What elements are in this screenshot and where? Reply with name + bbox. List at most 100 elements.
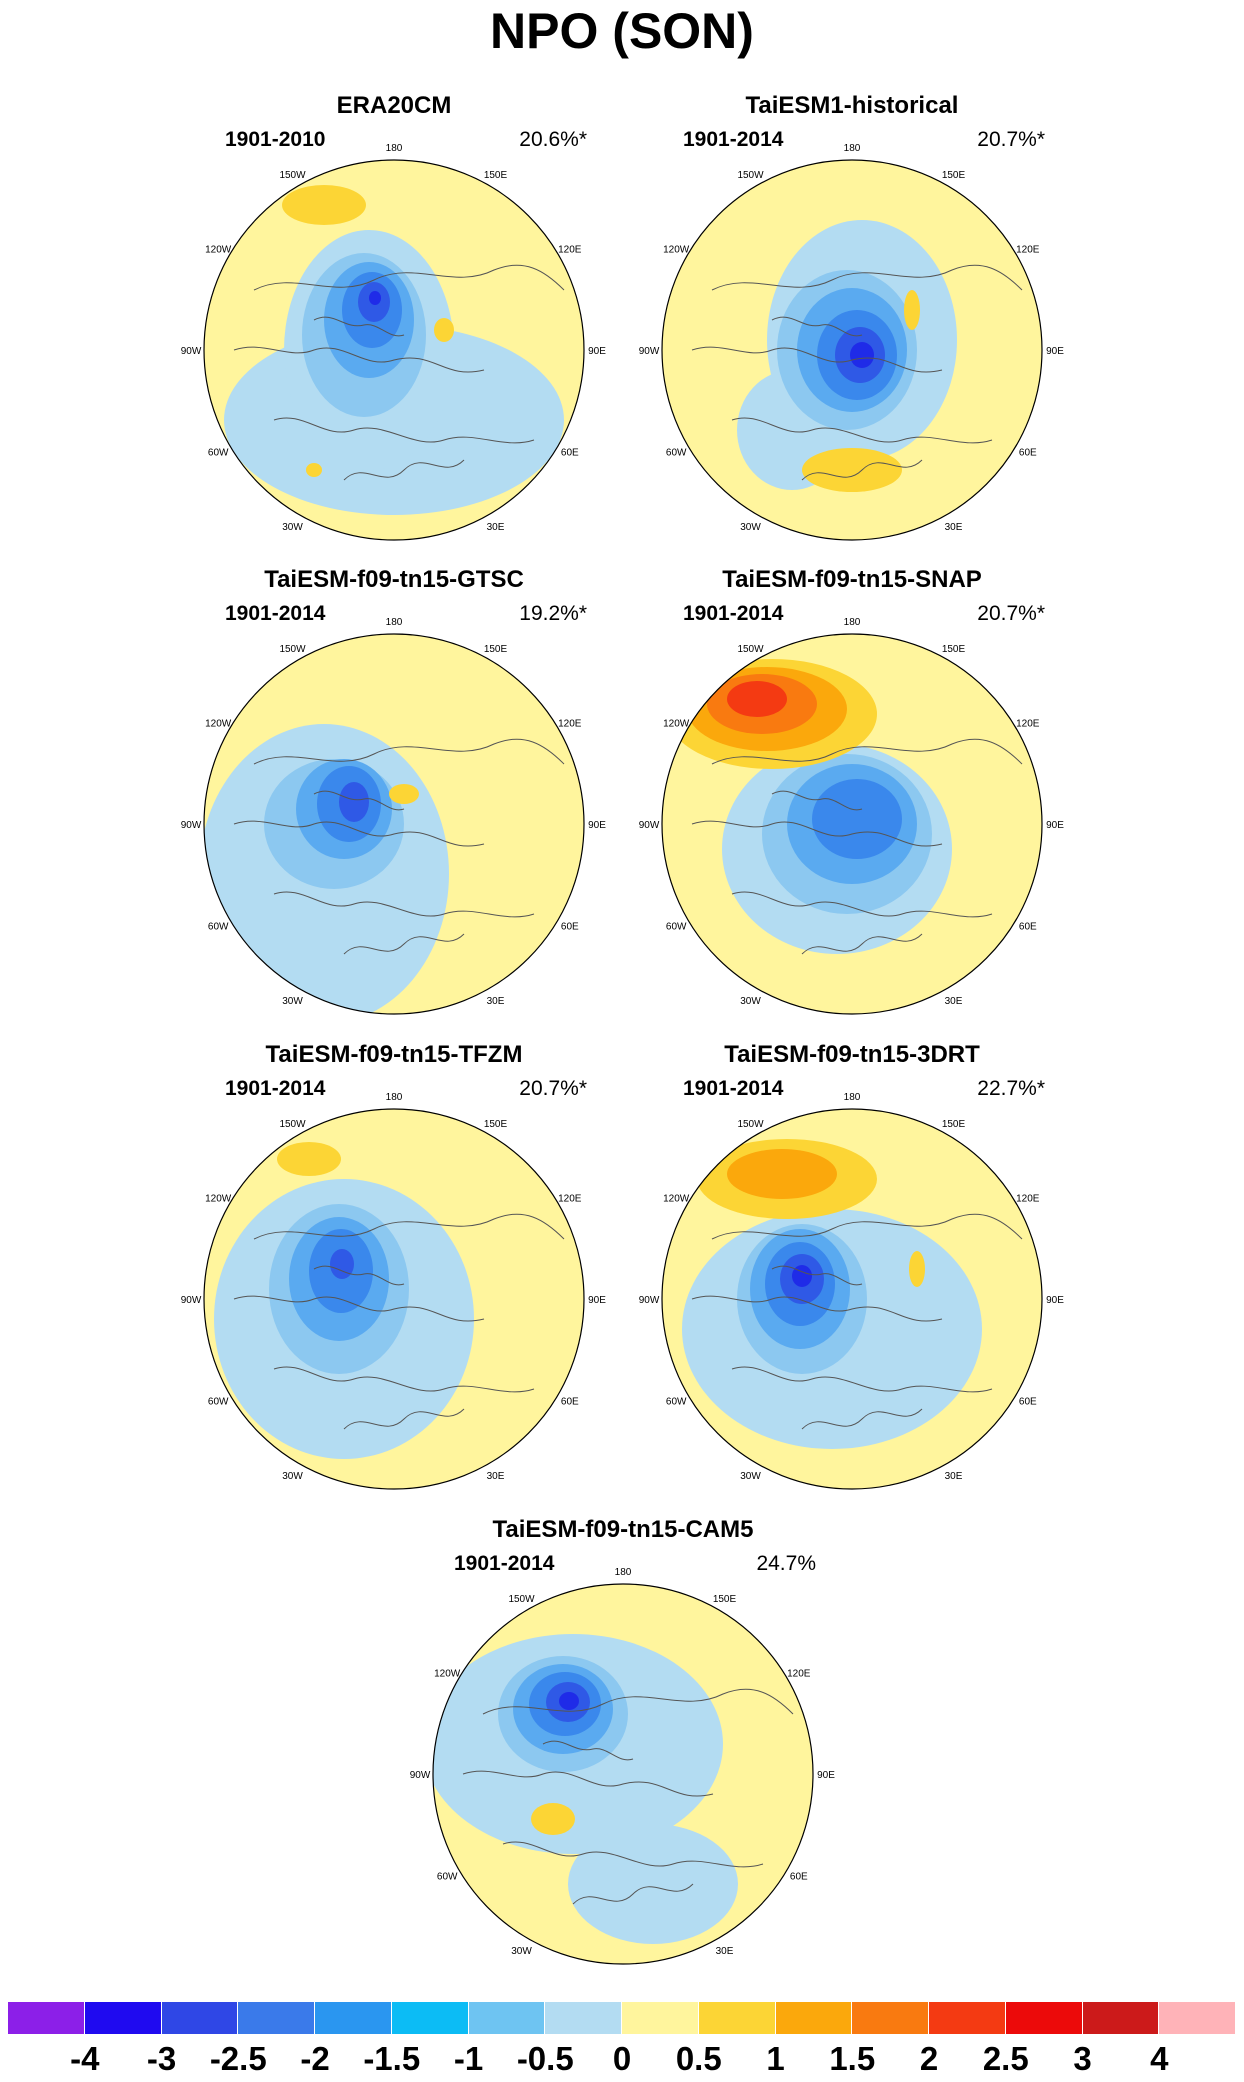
contour-fill <box>330 1249 354 1279</box>
panel-variance: 20.6%* <box>519 128 587 151</box>
contour-fill <box>306 463 322 477</box>
panel-title: TaiESM1-historical <box>745 92 959 119</box>
longitude-label: 120W <box>205 245 232 256</box>
colorbar-cell <box>622 2002 699 2034</box>
longitude-label: 120E <box>1016 245 1040 256</box>
longitude-label: 90E <box>1046 1295 1064 1306</box>
longitude-label: 120E <box>1016 1194 1040 1205</box>
contour-fill <box>812 779 902 859</box>
longitude-label: 120W <box>663 245 690 256</box>
map-panel-3drt: TaiESM-f09-tn15-3DRT 1901-2014 22.7%* 18… <box>617 1041 1087 1491</box>
longitude-label: 60W <box>437 1872 458 1883</box>
longitude-label: 120W <box>205 719 232 730</box>
coastline <box>801 1408 923 1430</box>
map-panel-era20cm: ERA20CM 1901-2010 20.6%* 180 150E 120E 90E 6… <box>159 92 629 542</box>
coastline <box>731 417 993 444</box>
longitude-label: 90E <box>588 346 606 357</box>
longitude-label: 60E <box>561 1397 579 1408</box>
longitude-label: 60W <box>666 922 687 933</box>
colorbar-label: 1 <box>766 2040 785 2077</box>
panel-period: 1901-2014 <box>683 1077 784 1100</box>
longitude-label: 30W <box>511 1946 532 1957</box>
coastline <box>313 316 405 337</box>
coastline <box>233 1295 485 1322</box>
longitude-label: 30W <box>740 522 761 533</box>
coastline <box>313 790 405 811</box>
longitude-label: 180 <box>386 143 403 154</box>
longitude-label: 120E <box>558 719 582 730</box>
panel-period: 1901-2014 <box>683 128 784 151</box>
coastline <box>233 346 485 373</box>
coastline <box>691 346 943 373</box>
longitude-label: 60E <box>1019 922 1037 933</box>
longitude-label: 30E <box>945 996 963 1007</box>
coastline <box>731 891 993 918</box>
coastline <box>233 820 485 847</box>
longitude-label: 150W <box>737 644 764 655</box>
coastline <box>343 1408 465 1430</box>
contour-fill <box>909 1251 925 1287</box>
longitude-label: 90W <box>181 1295 202 1306</box>
longitude-label: 60W <box>208 448 229 459</box>
longitude-label: 120E <box>787 1669 811 1680</box>
coastline <box>343 933 465 955</box>
longitude-label: 150E <box>484 1119 508 1130</box>
colorbar-cell <box>775 2002 853 2034</box>
map-panel-tfzm: TaiESM-f09-tn15-TFZM 1901-2014 20.7%* 18… <box>159 1041 629 1491</box>
panel-period: 1901-2014 <box>683 602 784 625</box>
coastline <box>253 738 565 765</box>
coastline <box>801 459 923 481</box>
contour-fill <box>282 185 366 225</box>
longitude-label: 60W <box>208 922 229 933</box>
map-border <box>432 1583 814 1965</box>
map-border <box>203 633 585 1015</box>
panel-period: 1901-2014 <box>225 1077 326 1100</box>
polar-map: 180150E120E90E60E30E030W60W90W120W150W <box>639 617 1064 1015</box>
polar-map: 180150E120E90E60E30E030W60W90W120W150W <box>181 143 606 541</box>
colorbar-label: -4 <box>70 2040 100 2077</box>
colorbar-cell <box>929 2002 1006 2034</box>
panel-period: 1901-2010 <box>225 128 326 151</box>
panel-variance: 20.7%* <box>977 602 1045 625</box>
longitude-label: 150W <box>279 644 306 655</box>
polar-map: 180150E120E90E60E30E030W60W90W120W150W <box>639 143 1064 541</box>
colorbar-cell <box>1082 2002 1160 2034</box>
longitude-label: 90W <box>410 1770 431 1781</box>
longitude-label: 150E <box>942 170 966 181</box>
colorbar-label: 2.5 <box>982 2040 1029 2077</box>
longitude-label: 150E <box>942 644 966 655</box>
panel-title: ERA20CM <box>336 92 452 119</box>
longitude-label: 60E <box>1019 1397 1037 1408</box>
panel-variance: 20.7%* <box>977 128 1045 151</box>
coastline <box>711 738 1023 765</box>
colorbar-label: 0.5 <box>675 2040 722 2077</box>
colorbar-cell <box>852 2002 929 2034</box>
panel-variance: 19.2%* <box>519 602 587 625</box>
longitude-label: 120E <box>558 1194 582 1205</box>
coastline <box>691 1295 943 1322</box>
longitude-label: 60W <box>208 1397 229 1408</box>
longitude-label: 30W <box>740 996 761 1007</box>
colorbar-cell <box>84 2002 162 2034</box>
longitude-label: 180 <box>386 1092 403 1103</box>
contour-fill <box>850 342 874 368</box>
colorbar-label: -2.5 <box>209 2040 267 2077</box>
longitude-label: 150E <box>484 644 508 655</box>
map-border <box>661 159 1043 541</box>
panel-title: TaiESM-f09-tn15-SNAP <box>722 566 982 593</box>
longitude-label: 120E <box>1016 719 1040 730</box>
colorbar-cell <box>698 2002 776 2034</box>
panel-variance: 24.7% <box>756 1552 816 1575</box>
longitude-label: 30W <box>282 522 303 533</box>
longitude-label: 30W <box>740 1471 761 1482</box>
figure-title: NPO (SON) <box>490 3 754 59</box>
longitude-label: 120W <box>663 719 690 730</box>
coastline <box>502 1841 764 1868</box>
coastline <box>273 1366 535 1393</box>
colorbar-cell <box>391 2002 469 2034</box>
longitude-label: 60E <box>561 448 579 459</box>
colorbar-label: 0 <box>612 2040 632 2077</box>
panel-variance: 20.7%* <box>519 1077 587 1100</box>
contour-fill <box>339 782 369 822</box>
longitude-label: 90W <box>181 820 202 831</box>
